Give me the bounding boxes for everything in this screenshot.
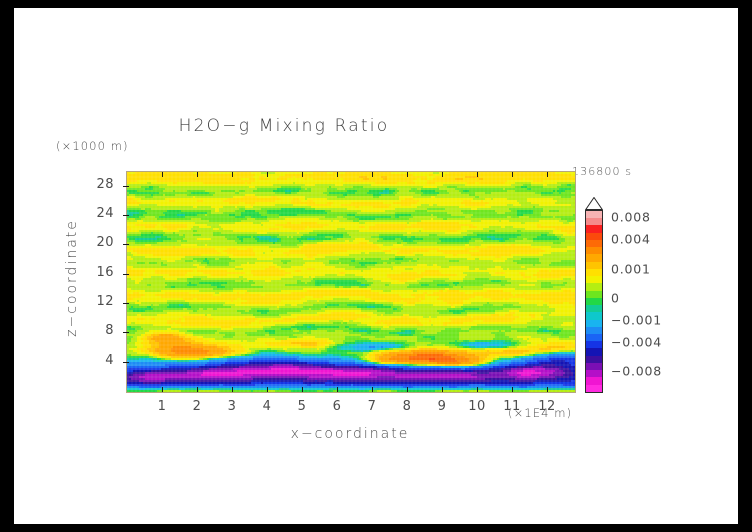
x-tick-label: 6 [332,399,342,414]
colorbar-band [586,211,602,219]
colorbar-band [586,355,602,363]
x-tick-top [372,172,373,177]
y-tick-label: 16 [96,264,114,280]
x-axis-title: x−coordinate [290,426,410,442]
y-tick [123,273,129,275]
timestamp-label: 136800 s [572,165,633,178]
colorbar-tick-label: 0.001 [611,261,651,277]
contour-plot-area [126,171,576,393]
y-tick [123,332,129,334]
y-tick-label: 4 [105,352,114,368]
x-tick-label: 2 [192,399,202,414]
x-tick-top [442,172,443,177]
colorbar-band [586,283,602,291]
colorbar-arrow-cap [585,197,603,210]
x-tick-top [197,172,198,177]
y-axis-unit-label: (×1000 m) [56,139,129,153]
x-tick [442,387,443,392]
colorbar-band [586,290,602,298]
x-tick-top [232,172,233,177]
y-tick [123,185,129,187]
colorbar-tick-label: −0.004 [611,334,663,350]
x-tick-label: 4 [262,399,272,414]
colorbar-band [586,225,602,233]
colorbar-band [586,319,602,327]
colorbar-band [586,247,602,255]
x-tick-label: 5 [297,399,307,414]
x-tick [512,387,513,392]
x-tick [337,387,338,392]
x-tick [197,387,198,392]
colorbar-tick-label: −0.001 [611,312,663,328]
x-tick-top [407,172,408,177]
x-tick-top [547,172,548,177]
x-tick-label: 12 [538,399,556,414]
colorbar-band [586,305,602,313]
x-tick [232,387,233,392]
y-tick-label: 28 [96,176,114,192]
colorbar-band [586,312,602,320]
colorbar-band [586,232,602,240]
colorbar-band [586,348,602,356]
x-tick [407,387,408,392]
y-tick-label: 12 [96,294,114,309]
colorbar-bands [585,210,603,393]
y-tick [123,244,129,246]
x-tick-label: 8 [402,399,412,414]
colorbar-tick-label: 0.004 [611,231,651,247]
colorbar [585,197,603,393]
colorbar-band [586,276,602,284]
y-tick [123,215,129,216]
colorbar-tick-label: 0.008 [611,209,651,225]
y-tick-label: 24 [96,206,114,221]
colorbar-band [586,384,602,392]
x-tick-top [477,172,478,177]
colorbar-band [586,261,602,269]
x-tick-label: 1 [157,399,167,414]
x-axis-unit-label: (×1E4 m) [508,406,573,420]
x-tick-top [337,172,338,177]
x-tick-top [302,172,303,177]
x-tick [477,387,478,392]
x-tick-label: 11 [503,399,521,414]
y-axis-title: z−coordinate [64,219,80,337]
colorbar-tick-label: 0 [611,290,620,306]
x-tick-top [267,172,268,177]
colorbar-band [586,377,602,385]
colorbar-band [586,297,602,306]
x-tick [302,387,303,392]
x-tick-top [162,172,163,177]
colorbar-band [586,218,602,226]
x-tick-label: 10 [468,399,486,414]
y-tick [123,361,129,363]
colorbar-tick-label: −0.008 [611,363,663,379]
x-tick-label: 9 [437,399,447,414]
colorbar-band [586,370,602,378]
y-tick [123,303,129,304]
colorbar-band [586,341,602,349]
x-tick [372,387,373,392]
page-title: H2O−g Mixing Ratio [178,116,390,136]
colorbar-band [586,239,602,248]
y-tick-label: 20 [96,235,114,251]
x-tick [547,387,548,392]
colorbar-band [586,254,602,262]
colorbar-band [586,362,602,371]
colorbar-band [586,268,602,277]
contour-field [127,172,575,392]
colorbar-band [586,326,602,334]
x-tick [162,387,163,392]
x-tick-label: 7 [367,399,377,414]
colorbar-band [586,333,602,342]
y-tick-label: 8 [105,323,114,339]
x-tick [267,387,268,392]
x-tick-label: 3 [227,399,237,414]
x-tick-top [512,172,513,177]
